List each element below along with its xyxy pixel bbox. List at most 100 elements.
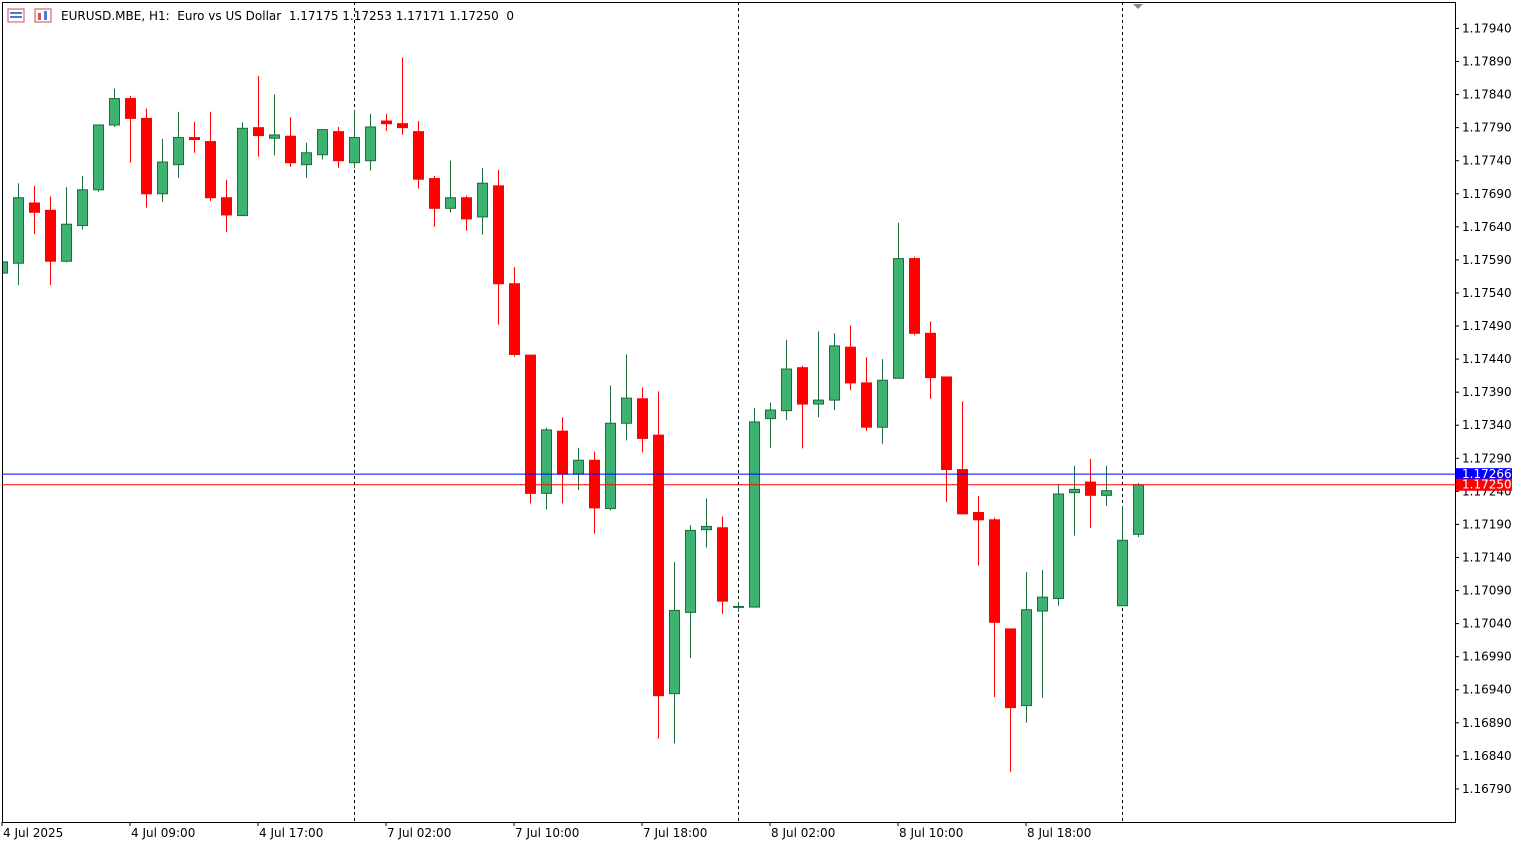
bid-label: 1.17250 [1462, 478, 1512, 492]
y-tick-label: 1.16890 [1462, 716, 1512, 730]
candle-body [189, 137, 200, 141]
ask-label-box [1456, 468, 1512, 481]
candle-body [941, 376, 952, 471]
candle-body [237, 127, 248, 217]
x-tick-label: 4 Jul 09:00 [131, 826, 195, 840]
separators [354, 2, 1123, 822]
candle-body [285, 135, 296, 164]
y-tick-label: 1.17540 [1462, 286, 1512, 300]
candle-body [253, 127, 264, 137]
x-tick-label: 8 Jul 10:00 [899, 826, 963, 840]
y-tick-label: 1.17290 [1462, 451, 1512, 465]
y-tick-label: 1.16990 [1462, 650, 1512, 664]
y-tick-label: 1.17340 [1462, 418, 1512, 432]
bid-label-box [1456, 478, 1512, 491]
candle-body [573, 459, 584, 475]
candle-body [701, 525, 712, 531]
candle-body [589, 459, 600, 509]
candle-body [1005, 628, 1016, 709]
candle-body [397, 123, 408, 129]
candle-body [621, 397, 632, 424]
plot-frame [2, 2, 1456, 823]
candle-body [125, 98, 136, 119]
candle-body [221, 197, 232, 216]
y-tick-label: 1.17590 [1462, 253, 1512, 267]
candle-body [157, 161, 168, 195]
candle-body [493, 185, 504, 285]
candle-body [653, 434, 664, 697]
candle-body [29, 202, 40, 213]
icon [34, 8, 52, 23]
ask-label: 1.17266 [1462, 467, 1512, 481]
icon [7, 8, 25, 23]
candle-body [989, 519, 1000, 623]
candle-body [733, 605, 744, 608]
x-tick-label: 4 Jul 2025 [3, 826, 63, 840]
candle-body [509, 283, 520, 355]
candle-body [333, 131, 344, 162]
y-tick-label: 1.17840 [1462, 88, 1512, 102]
candle-body [365, 126, 376, 162]
candle-body [61, 223, 72, 262]
x-tick-label: 7 Jul 18:00 [643, 826, 707, 840]
candle-body [925, 332, 936, 379]
y-tick-label: 1.17390 [1462, 385, 1512, 399]
candle-body [877, 379, 888, 428]
candle-body [781, 368, 792, 412]
candle-body [525, 354, 536, 494]
y-tick-label: 1.17740 [1462, 154, 1512, 168]
candle-body [477, 182, 488, 218]
candle-body [381, 120, 392, 125]
candle-body [1053, 493, 1064, 599]
candle-body [637, 398, 648, 439]
candle-body [749, 421, 760, 608]
x-tick-label: 8 Jul 02:00 [771, 826, 835, 840]
header-icons [7, 8, 52, 23]
x-tick-label: 7 Jul 10:00 [515, 826, 579, 840]
candle-body [813, 399, 824, 405]
candle-body [1085, 481, 1096, 496]
y-tick-label: 1.17140 [1462, 550, 1512, 564]
candle-body [1037, 596, 1048, 612]
candle-body [669, 609, 680, 695]
shift-marker [1133, 4, 1143, 9]
candle-body [461, 197, 472, 220]
candle-body [445, 197, 456, 209]
candle-body [2, 261, 8, 274]
candle-body [909, 258, 920, 334]
candle-body [957, 469, 968, 515]
candle-body [1069, 488, 1080, 494]
candle-body [349, 137, 360, 164]
x-tick-label: 7 Jul 02:00 [387, 826, 451, 840]
y-tick-label: 1.16940 [1462, 683, 1512, 697]
candle-body [1117, 539, 1128, 607]
candle-body [1133, 484, 1144, 535]
candle-body [797, 367, 808, 405]
candle-body [45, 209, 56, 262]
candle-body [301, 152, 312, 166]
candle-body [541, 429, 552, 494]
y-tick-label: 1.17490 [1462, 319, 1512, 333]
candle-body [973, 512, 984, 521]
candle-body [605, 422, 616, 510]
x-tick-label: 8 Jul 18:00 [1027, 826, 1091, 840]
candle-body [413, 131, 424, 180]
candle-body [317, 129, 328, 156]
y-tick-label: 1.17940 [1462, 21, 1512, 35]
candle-body [429, 178, 440, 209]
y-tick-label: 1.16790 [1462, 782, 1512, 796]
candle-body [893, 258, 904, 379]
candle-body [141, 117, 152, 195]
y-tick-label: 1.17190 [1462, 517, 1512, 531]
y-tick-label: 1.17690 [1462, 187, 1512, 201]
candle-body [685, 529, 696, 613]
icon [10, 12, 22, 14]
candle-body [861, 382, 872, 428]
y-tick-label: 1.17440 [1462, 352, 1512, 366]
y-tick-label: 1.17640 [1462, 220, 1512, 234]
candle-body [829, 345, 840, 401]
candle-body [765, 409, 776, 420]
y-tick-label: 1.17040 [1462, 617, 1512, 631]
